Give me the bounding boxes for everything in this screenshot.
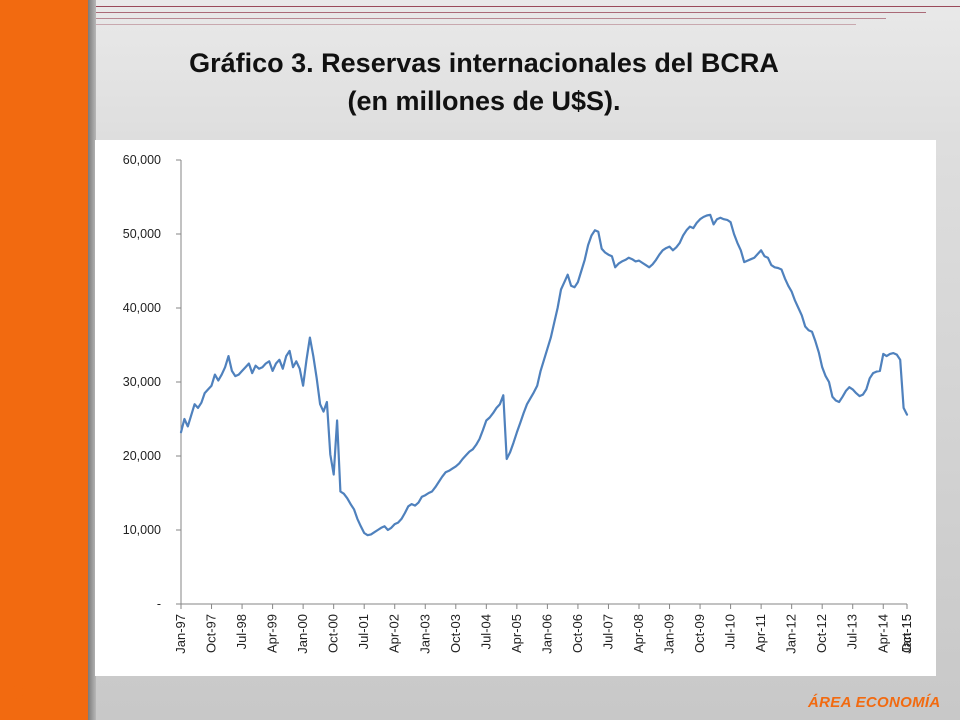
x-tick-label: Apr-08 xyxy=(631,614,646,653)
x-tick-label: Jan-06 xyxy=(539,614,554,654)
decor-line xyxy=(96,12,926,13)
footer-label: ÁREA ECONOMÍA xyxy=(808,694,941,711)
x-tick-label: Jan-03 xyxy=(417,614,432,654)
y-tick-label: - xyxy=(157,597,161,611)
x-tick-label: Jul-07 xyxy=(600,614,615,649)
decor-line xyxy=(96,24,856,25)
y-tick-label: 40,000 xyxy=(123,301,161,315)
x-tick-label: Jul-13 xyxy=(845,614,860,649)
reserves-series-line xyxy=(179,213,909,537)
cedes-logo-mark-icon xyxy=(14,622,76,680)
x-tick-label: Jul-04 xyxy=(478,614,493,649)
x-tick-label: Apr-14 xyxy=(875,614,890,653)
series-group xyxy=(179,213,909,537)
x-tick-label: Oct-12 xyxy=(814,614,829,653)
sidebar-band xyxy=(0,0,88,720)
y-axis-ticks: - 10,000 20,000 30,000 40,000 50,000 60,000 xyxy=(123,153,181,611)
x-tick-label: Oct-06 xyxy=(570,614,585,653)
decor-line xyxy=(96,18,886,19)
slide-title: Gráfico 3. Reservas internacionales del … xyxy=(96,44,872,120)
y-tick-label: 10,000 xyxy=(123,523,161,537)
x-tick-label: Jan-00 xyxy=(295,614,310,654)
logo-text: CEDES xyxy=(12,682,81,704)
y-tick-label: 50,000 xyxy=(123,227,161,241)
y-tick-label: 20,000 xyxy=(123,449,161,463)
x-axis-ticks: Jan-97 Oct-97 Jul-98 Apr-99 Jan-00 Oct-00 Jul-… xyxy=(173,604,914,654)
title-line-1: Gráfico 3. Reservas internacionales del … xyxy=(189,48,779,78)
cedes-logo: CEDES xyxy=(12,622,81,712)
x-tick-label: Jul-01 xyxy=(356,614,371,649)
x-tick-label: Apr-99 xyxy=(265,614,280,653)
x-tick-label: Jul-98 xyxy=(234,614,249,649)
chart-panel: - 10,000 20,000 30,000 40,000 50,000 60,000 Ja… xyxy=(95,140,936,676)
x-tick-label: Jan-15 xyxy=(899,614,914,654)
x-tick-label: Oct-00 xyxy=(326,614,341,653)
sidebar-shadow xyxy=(88,0,96,720)
line-chart: - 10,000 20,000 30,000 40,000 50,000 60,000 Ja… xyxy=(123,153,914,654)
x-tick-label: Jan-97 xyxy=(173,614,188,654)
title-line-2: (en millones de U$S). xyxy=(347,86,621,116)
x-tick-label: Oct-09 xyxy=(692,614,707,653)
chart-axes xyxy=(180,160,907,605)
y-tick-label: 30,000 xyxy=(123,375,161,389)
decor-line xyxy=(96,6,960,7)
x-tick-label: Apr-02 xyxy=(387,614,402,653)
x-tick-label: Oct-15 xyxy=(899,614,914,653)
x-tick-label: Oct-03 xyxy=(448,614,463,653)
x-tick-label: Oct-97 xyxy=(204,614,219,653)
y-tick-label: 60,000 xyxy=(123,153,161,167)
x-tick-label: Apr-11 xyxy=(753,614,768,652)
x-tick-label: Jul-10 xyxy=(723,614,738,649)
x-tick-label: Apr-05 xyxy=(509,614,524,653)
x-tick-label: Jan-09 xyxy=(662,614,677,654)
x-tick-label: Jan-12 xyxy=(784,614,799,654)
